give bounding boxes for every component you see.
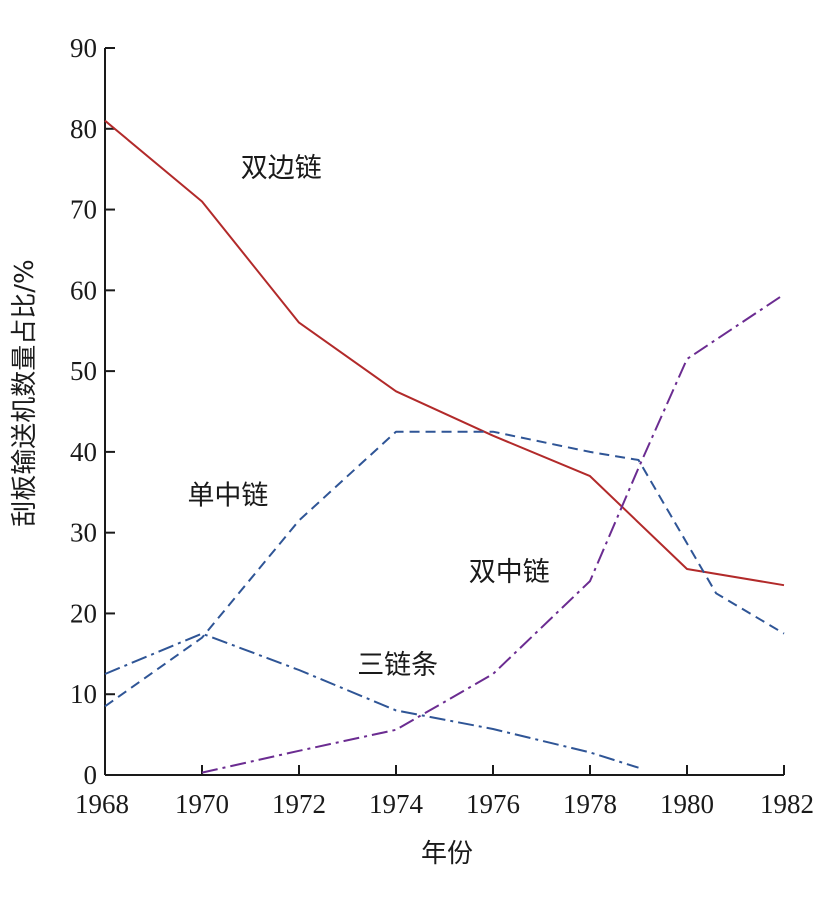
series-label-3: 双中链 (469, 557, 550, 588)
x-tick-label: 1980 (660, 789, 714, 819)
x-axis-title: 年份 (421, 839, 473, 869)
series-line-3 (201, 293, 785, 774)
y-tick-label: 90 (70, 33, 97, 63)
y-tick-label: 0 (84, 760, 98, 790)
y-ticks: 0 10 20 30 40 50 60 70 80 90 (70, 33, 115, 790)
series-label-1: 双边链 (241, 153, 322, 184)
series-layer (104, 119, 785, 774)
x-tick-label: 1972 (272, 789, 326, 819)
x-ticks: 1968 1970 1972 1974 1976 1978 1980 1982 (75, 765, 814, 819)
series-label-4: 三链条 (357, 650, 438, 681)
y-axis-title: 刮板输送机数量占比/% (10, 259, 40, 526)
y-tick-label: 50 (70, 356, 97, 386)
x-tick-label: 1976 (466, 789, 520, 819)
y-tick-label: 10 (70, 679, 97, 709)
y-tick-label: 20 (70, 598, 97, 628)
y-tick-label: 80 (70, 114, 97, 144)
y-tick-label: 40 (70, 437, 97, 467)
series-line-2 (104, 430, 785, 708)
x-tick-label: 1974 (369, 789, 424, 819)
series-label-2: 单中链 (187, 480, 268, 511)
x-tick-label: 1982 (760, 789, 814, 819)
y-tick-label: 60 (70, 275, 97, 305)
y-tick-label: 30 (70, 518, 97, 548)
x-tick-label: 1968 (75, 789, 129, 819)
series-line-1 (104, 119, 785, 587)
x-tick-label: 1970 (175, 789, 229, 819)
series-line-4 (104, 632, 639, 769)
x-tick-label: 1978 (563, 789, 617, 819)
axes (104, 48, 784, 776)
y-tick-label: 70 (70, 195, 97, 225)
